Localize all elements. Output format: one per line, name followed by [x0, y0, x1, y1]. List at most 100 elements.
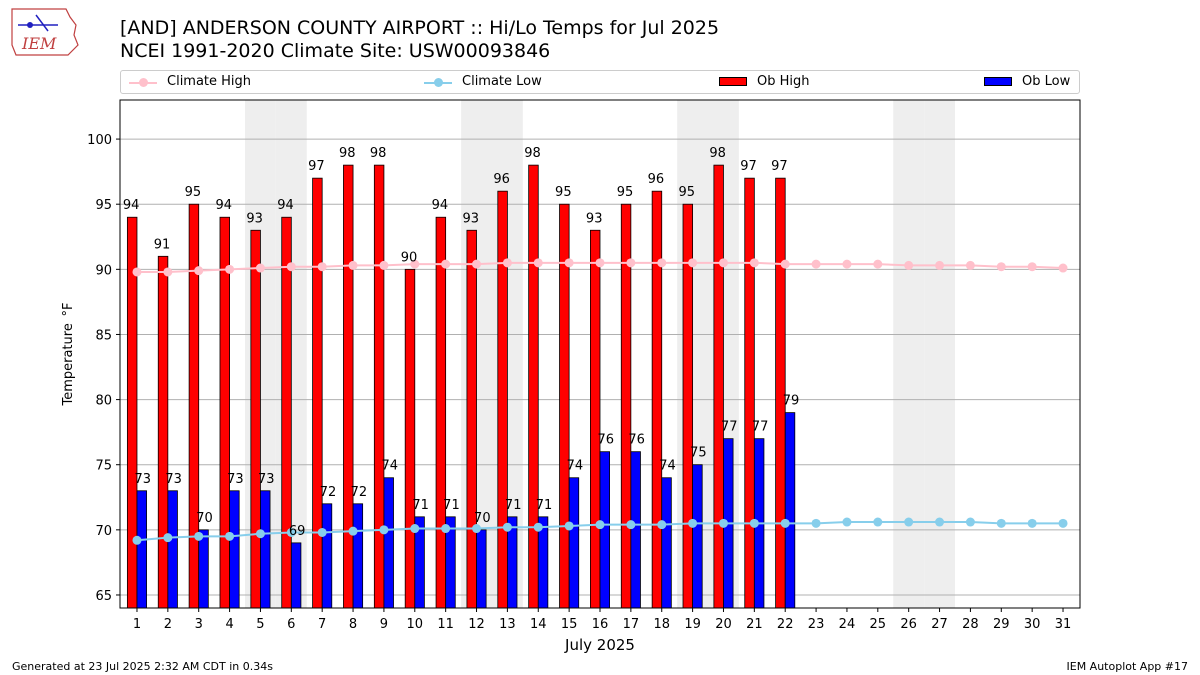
climate-high-point	[348, 260, 358, 270]
climate-low-point	[842, 517, 852, 527]
climate-high-point	[595, 258, 605, 268]
climate-high-point	[749, 258, 759, 268]
climate-low-point	[873, 517, 883, 527]
climate-low-point	[626, 520, 636, 530]
ob-high-bar	[713, 164, 724, 609]
climate-high-point	[317, 262, 327, 272]
x-tick-label: 31	[1055, 617, 1072, 632]
y-axis-label: Temperature °F	[61, 302, 76, 406]
climate-low-point	[533, 522, 543, 532]
x-tick-label: 12	[468, 617, 485, 632]
ob-high-value-label: 98	[524, 146, 541, 161]
ob-high-bar	[373, 164, 385, 609]
x-tick-label: 25	[870, 617, 887, 632]
climate-high-point	[502, 258, 512, 268]
climate-low-point	[595, 520, 605, 530]
y-tick-label: 85	[95, 328, 112, 343]
ob-low-value-label: 71	[412, 498, 429, 513]
x-tick-label: 11	[437, 617, 454, 632]
climate-high-point	[657, 258, 667, 268]
climate-low-point	[657, 520, 667, 530]
x-tick-label: 14	[530, 617, 547, 632]
ob-high-bar	[281, 216, 292, 609]
ob-high-value-label: 94	[123, 198, 140, 213]
climate-high-point	[410, 259, 420, 269]
climate-high-point	[996, 262, 1006, 272]
x-tick-label: 4	[225, 617, 233, 632]
ob-high-value-label: 93	[246, 211, 263, 226]
ob-high-value-label: 98	[370, 146, 387, 161]
ob-low-bar	[383, 477, 394, 609]
ob-low-value-label: 75	[690, 446, 707, 461]
x-tick-label: 7	[318, 617, 326, 632]
climate-low-point	[410, 524, 420, 534]
climate-high-point	[286, 262, 296, 272]
legend-swatch	[984, 77, 1012, 86]
ob-high-value-label: 95	[555, 185, 572, 200]
climate-high-point	[163, 267, 173, 277]
weekend-shade	[924, 100, 955, 608]
ob-low-value-label: 73	[258, 472, 275, 487]
climate-low-point	[904, 517, 914, 527]
legend-dot-marker	[434, 78, 443, 87]
ob-high-value-label: 98	[339, 146, 356, 161]
x-axis-label: July 2025	[564, 636, 635, 654]
ob-high-bar	[157, 255, 169, 609]
ob-low-bar	[260, 490, 271, 609]
x-tick-label: 18	[653, 617, 670, 632]
ob-low-value-label: 72	[320, 485, 337, 500]
climate-high-point	[842, 259, 852, 269]
ob-high-value-label: 94	[277, 198, 294, 213]
ob-high-bar	[312, 177, 323, 609]
legend: Climate High Climate Low Ob High Ob Low	[120, 70, 1080, 94]
ob-low-bar	[784, 412, 796, 609]
climate-low-point	[286, 527, 296, 537]
ob-low-value-label: 76	[598, 433, 615, 448]
climate-high-point	[194, 266, 204, 276]
climate-high-point	[441, 259, 451, 269]
climate-high-point	[935, 260, 945, 270]
ob-low-value-label: 70	[196, 511, 213, 526]
climate-low-point	[811, 518, 821, 528]
climate-high-point	[811, 259, 821, 269]
x-tick-label: 8	[349, 617, 357, 632]
ob-high-bar	[188, 203, 200, 609]
ob-high-value-label: 97	[740, 159, 757, 174]
climate-high-point	[132, 267, 142, 277]
climate-low-point	[194, 531, 204, 541]
ob-low-value-label: 73	[227, 472, 244, 487]
climate-high-point	[718, 258, 728, 268]
climate-low-point	[225, 531, 235, 541]
app-credit: IEM Autoplot App #17	[1066, 660, 1189, 673]
ob-high-bar	[343, 164, 354, 609]
ob-high-bar	[219, 216, 230, 609]
ob-low-bar	[630, 451, 641, 609]
climate-low-point	[441, 524, 451, 534]
x-tick-label: 1	[133, 617, 141, 632]
ob-low-bar	[321, 503, 333, 609]
ob-high-value-label: 95	[185, 185, 202, 200]
legend-label: Ob Low	[1022, 74, 1071, 89]
climate-low-point	[1027, 518, 1037, 528]
ob-high-value-label: 97	[771, 159, 788, 174]
ob-high-bar	[466, 229, 477, 609]
ob-high-bar	[590, 229, 601, 609]
ob-low-value-label: 70	[474, 511, 491, 526]
ob-high-bar	[528, 164, 539, 609]
ob-high-value-label: 93	[586, 211, 603, 226]
x-tick-label: 28	[962, 617, 979, 632]
ob-low-value-label: 77	[721, 420, 738, 435]
x-tick-label: 26	[900, 617, 917, 632]
x-tick-label: 27	[931, 617, 948, 632]
ob-high-value-label: 94	[432, 198, 449, 213]
y-tick-label: 65	[95, 589, 112, 604]
legend-swatch	[719, 77, 747, 86]
ob-low-value-label: 74	[659, 459, 676, 474]
ob-high-bar	[250, 229, 261, 609]
ob-low-bar	[352, 503, 364, 609]
ob-high-value-label: 97	[308, 159, 325, 174]
climate-low-point	[1058, 518, 1068, 528]
ob-low-value-label: 79	[783, 394, 800, 409]
ob-low-value-label: 73	[135, 472, 152, 487]
generated-timestamp: Generated at 23 Jul 2025 2:32 AM CDT in …	[12, 660, 273, 673]
